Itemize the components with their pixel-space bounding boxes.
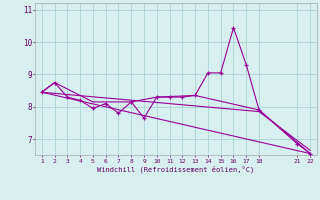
X-axis label: Windchill (Refroidissement éolien,°C): Windchill (Refroidissement éolien,°C) [97,165,255,173]
